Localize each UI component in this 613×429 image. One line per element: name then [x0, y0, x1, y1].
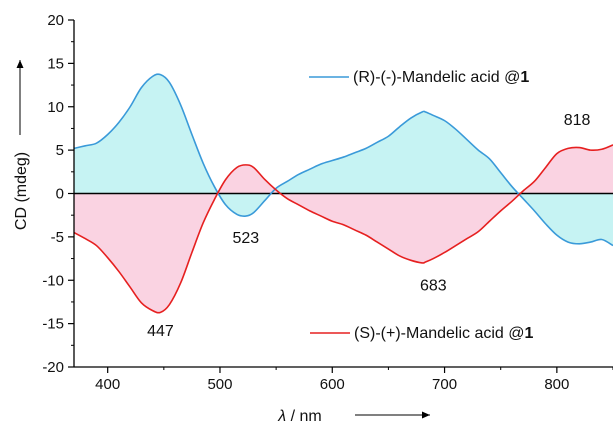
x-tick-label: 600 — [320, 376, 345, 393]
y-tick-label: -20 — [42, 359, 64, 376]
y-tick-label: 15 — [47, 55, 64, 72]
x-tick-label: 800 — [544, 376, 569, 393]
y-axis-title: CD (mdeg) — [13, 152, 30, 230]
x-axis-title: λ / nm — [277, 408, 321, 425]
peak-label: 447 — [147, 323, 174, 340]
ticks — [68, 19, 613, 373]
y-tick-label: -15 — [42, 316, 64, 333]
x-tick-label: 400 — [95, 376, 120, 393]
peak-label: 523 — [232, 230, 259, 247]
series-line-0 — [74, 73, 613, 247]
series-fill-1 — [74, 144, 613, 313]
x-tick-label: 700 — [432, 376, 457, 393]
legend: (R)-(-)-Mandelic acid @1 (S)-(+)-Mandelic… — [309, 69, 534, 342]
y-tick-label: 20 — [47, 12, 64, 29]
y-tick-label: 0 — [56, 186, 64, 203]
x-tick-label: 500 — [207, 376, 232, 393]
tick-labels: -20 -15 -10 -5 0 5 10 15 20 400 500 600 700 800 — [42, 12, 569, 393]
peak-annotations: 447 523 683 818 — [147, 112, 590, 340]
peak-label: 683 — [420, 278, 447, 295]
y-axis-arrowhead — [16, 60, 24, 68]
y-tick-label: -5 — [51, 229, 64, 246]
peak-label: 818 — [564, 112, 591, 129]
series-fills — [74, 74, 613, 313]
series-lines — [74, 73, 613, 314]
legend-label-1: (S)-(+)-Mandelic acid @1 — [354, 325, 534, 342]
series-fill-0 — [74, 74, 613, 246]
y-tick-label: -10 — [42, 272, 64, 289]
y-tick-label: 10 — [47, 99, 64, 116]
axis-titles: λ / nm CD (mdeg) — [13, 60, 430, 425]
legend-label-0: (R)-(-)-Mandelic acid @1 — [353, 69, 529, 86]
x-axis-arrowhead — [422, 411, 430, 419]
series-line-1 — [74, 144, 613, 314]
y-tick-label: 5 — [56, 142, 64, 159]
